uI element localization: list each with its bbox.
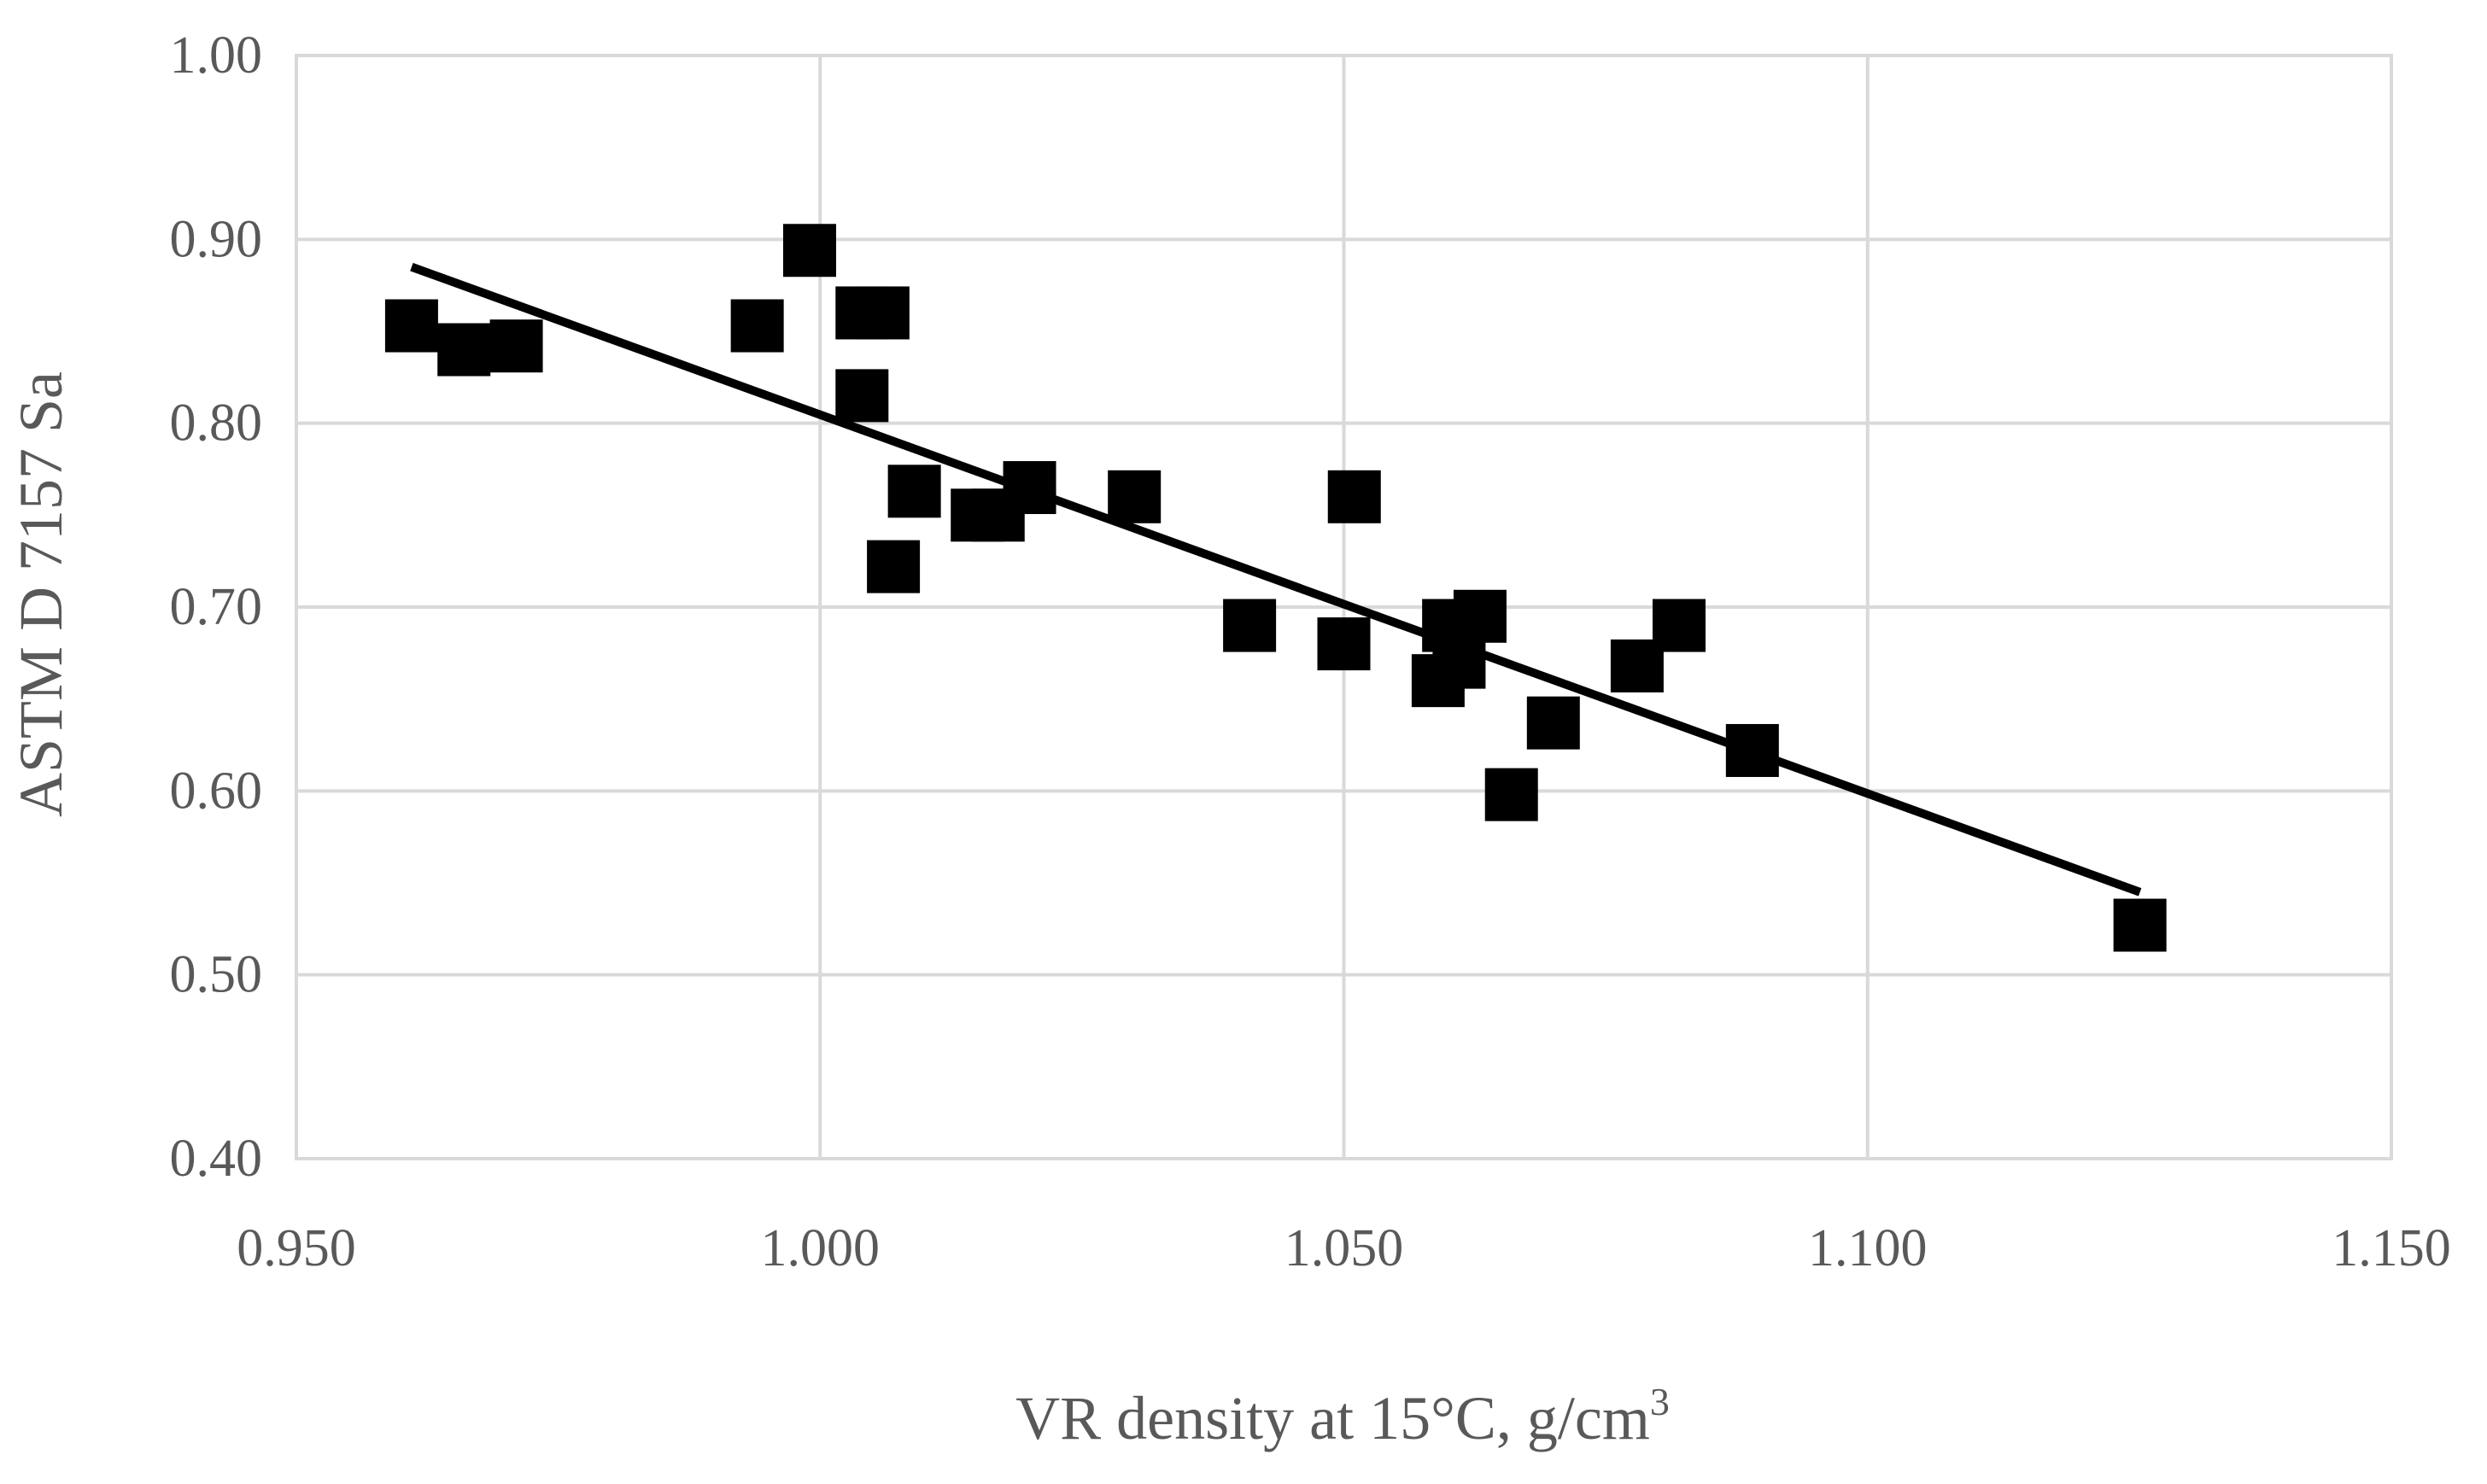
x-tick-label: 1.050 — [1284, 1219, 1404, 1277]
data-point — [856, 286, 910, 340]
data-point — [1108, 470, 1162, 523]
data-point — [1484, 768, 1538, 821]
data-point — [1453, 589, 1507, 643]
y-axis-tick-labels: 0.40 0.50 0.60 0.70 0.80 0.90 1.00 — [170, 26, 263, 1188]
data-point — [782, 224, 836, 278]
x-tick-label: 0.950 — [237, 1219, 356, 1277]
data-points — [384, 224, 2167, 952]
data-point — [489, 319, 543, 373]
data-point — [2113, 898, 2167, 952]
data-point — [1327, 470, 1381, 523]
data-point — [1526, 696, 1580, 750]
data-point — [1725, 723, 1779, 777]
data-point — [437, 323, 491, 377]
plot-area-frame — [295, 54, 2393, 1160]
x-tick-label: 1.100 — [1808, 1219, 1928, 1277]
data-point — [887, 464, 941, 518]
data-point — [1003, 461, 1056, 515]
x-axis-title-superscript: 3 — [1650, 1380, 1670, 1423]
y-tick-label: 0.90 — [170, 210, 263, 268]
data-point — [1432, 635, 1486, 689]
trendline — [410, 262, 2142, 897]
y-tick-label: 0.50 — [170, 946, 263, 1004]
data-point — [730, 299, 784, 353]
trendline-group — [410, 262, 2142, 897]
y-tick-label: 0.70 — [170, 578, 263, 636]
x-tick-label: 1.000 — [761, 1219, 881, 1277]
data-point — [384, 299, 438, 353]
y-tick-label: 0.60 — [170, 762, 263, 820]
data-point — [867, 540, 921, 593]
x-axis-title-main: VR density at 15°C, g/cm — [1015, 1384, 1650, 1452]
data-point — [835, 369, 889, 423]
y-tick-label: 0.40 — [170, 1130, 263, 1188]
data-point — [1652, 599, 1706, 652]
y-axis-title: ASTM D 7157 Sa — [7, 371, 75, 817]
x-axis-tick-labels: 0.950 1.000 1.050 1.100 1.150 — [237, 1219, 2451, 1277]
y-tick-label: 0.80 — [170, 394, 263, 453]
y-tick-label: 1.00 — [170, 26, 263, 85]
data-point — [1223, 599, 1277, 652]
data-point — [1317, 617, 1371, 671]
x-axis-title: VR density at 15°C, g/cm3 — [1015, 1380, 1670, 1452]
x-tick-label: 1.150 — [2332, 1219, 2451, 1277]
